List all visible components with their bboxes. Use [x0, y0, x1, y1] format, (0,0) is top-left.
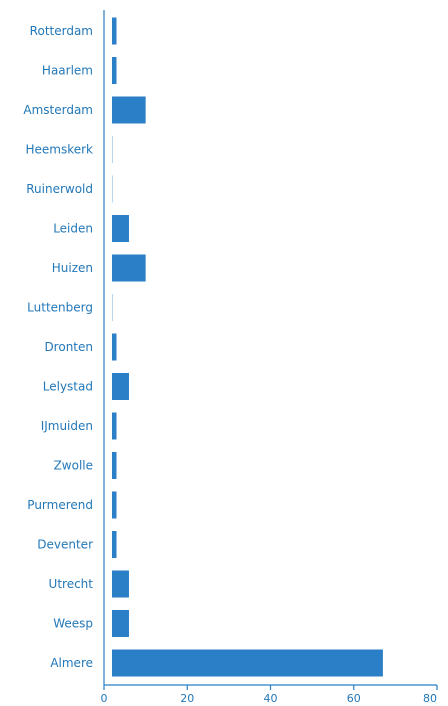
x-tick-label: 60: [347, 692, 361, 705]
x-tick-label: 20: [180, 692, 194, 705]
bar-purmerend: [112, 491, 117, 519]
category-label: Leiden: [53, 222, 93, 236]
category-label: Rotterdam: [30, 24, 93, 38]
bars-group: [112, 17, 383, 677]
bar-utrecht: [112, 570, 129, 598]
bar-weesp: [112, 610, 129, 637]
category-label: Heemskerk: [25, 143, 93, 157]
category-labels: Rotterdam Haarlem Amsterdam Heemskerk Ruiner…: [23, 24, 93, 670]
category-label: Zwolle: [54, 459, 93, 473]
bar-amsterdam: [112, 96, 146, 124]
bar-leiden: [112, 215, 129, 242]
category-label: IJmuiden: [41, 419, 93, 433]
category-label: Deventer: [37, 538, 93, 552]
bar-deventer: [112, 531, 117, 558]
bar-zwolle: [112, 452, 117, 479]
category-label: Almere: [50, 656, 93, 670]
bar-rotterdam: [112, 17, 117, 45]
bar-ijmuiden: [112, 412, 117, 440]
category-label: Weesp: [53, 617, 93, 631]
category-label: Amsterdam: [23, 103, 93, 117]
x-axis-ticks: 0 20 40 60 80: [101, 685, 438, 705]
category-label: Lelystad: [43, 380, 93, 394]
bar-almere: [112, 649, 383, 677]
bar-lelystad: [112, 373, 129, 400]
x-tick-label: 40: [264, 692, 278, 705]
x-tick-label: 80: [423, 692, 437, 705]
bar-huizen: [112, 254, 146, 282]
category-label: Ruinerwold: [26, 182, 93, 196]
category-label: Purmerend: [27, 498, 93, 512]
category-label: Utrecht: [49, 577, 94, 591]
bar-haarlem: [112, 57, 117, 84]
category-label: Luttenberg: [27, 301, 93, 315]
category-label: Dronten: [44, 340, 93, 354]
category-label: Haarlem: [42, 64, 93, 78]
category-label: Huizen: [52, 261, 93, 275]
bar-dronten: [112, 333, 117, 361]
x-tick-label: 0: [101, 692, 108, 705]
